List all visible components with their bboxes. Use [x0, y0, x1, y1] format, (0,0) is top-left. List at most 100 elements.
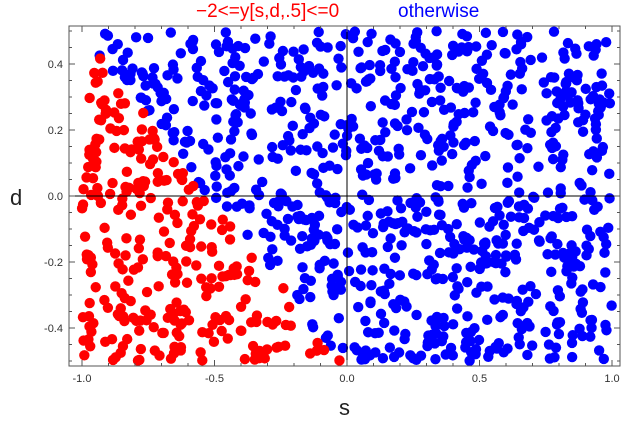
point-in-range	[240, 294, 251, 305]
point-in-range	[197, 326, 208, 338]
point-in-range	[188, 220, 200, 232]
point-otherwise	[287, 120, 298, 132]
point-otherwise	[365, 101, 377, 112]
point-in-range	[312, 337, 323, 349]
point-in-range	[235, 325, 247, 336]
point-in-range	[223, 314, 235, 326]
point-otherwise	[305, 275, 317, 287]
point-otherwise	[587, 195, 598, 206]
point-otherwise	[483, 351, 494, 363]
point-otherwise	[389, 325, 400, 336]
point-otherwise	[470, 41, 482, 52]
point-otherwise	[410, 202, 421, 213]
point-otherwise	[526, 340, 538, 351]
point-otherwise	[199, 100, 210, 111]
point-otherwise	[140, 95, 152, 106]
point-otherwise	[182, 125, 193, 137]
point-otherwise	[394, 46, 406, 58]
point-otherwise	[512, 139, 523, 151]
point-otherwise	[207, 83, 218, 94]
y-tick-label: 0.2	[48, 125, 63, 137]
point-otherwise	[557, 247, 569, 259]
point-otherwise	[253, 189, 265, 201]
point-otherwise	[211, 98, 223, 109]
point-otherwise	[443, 247, 455, 258]
point-in-range	[86, 326, 97, 337]
point-otherwise	[596, 80, 608, 91]
point-otherwise	[414, 88, 425, 99]
point-otherwise	[422, 337, 434, 348]
point-otherwise	[357, 351, 369, 362]
point-otherwise	[277, 45, 289, 57]
point-in-range	[135, 343, 147, 355]
point-otherwise	[360, 315, 371, 327]
point-in-range	[224, 234, 236, 245]
point-otherwise	[322, 232, 333, 244]
point-in-range	[217, 214, 228, 225]
point-in-range	[145, 309, 156, 320]
point-in-range	[213, 281, 225, 292]
point-in-range	[84, 149, 95, 160]
point-otherwise	[287, 201, 298, 212]
point-otherwise	[603, 222, 614, 234]
point-otherwise	[160, 93, 172, 105]
point-otherwise	[484, 221, 495, 232]
point-otherwise	[393, 143, 404, 155]
point-otherwise	[588, 50, 599, 61]
point-otherwise	[476, 260, 487, 271]
point-in-range	[90, 282, 101, 293]
y-axis-title: d	[10, 185, 23, 210]
point-otherwise	[583, 41, 595, 52]
point-otherwise	[221, 201, 233, 212]
point-otherwise	[573, 98, 584, 109]
y-tick-label: -0.4	[44, 323, 63, 335]
point-in-range	[136, 136, 148, 147]
point-otherwise	[421, 206, 432, 217]
point-otherwise	[540, 210, 551, 221]
point-otherwise	[585, 186, 596, 198]
point-in-range	[194, 214, 206, 225]
point-otherwise	[165, 27, 177, 38]
point-otherwise	[498, 219, 509, 230]
point-otherwise	[380, 44, 391, 56]
point-otherwise	[480, 27, 492, 39]
point-otherwise	[256, 176, 268, 188]
point-in-range	[122, 333, 133, 345]
point-otherwise	[431, 25, 442, 37]
point-otherwise	[187, 95, 198, 107]
point-otherwise	[311, 178, 323, 189]
point-otherwise	[422, 133, 433, 145]
point-otherwise	[566, 87, 577, 98]
point-otherwise	[514, 153, 525, 164]
point-otherwise	[343, 265, 355, 277]
point-otherwise	[548, 305, 559, 317]
point-in-range	[85, 189, 97, 201]
point-otherwise	[486, 39, 497, 51]
point-otherwise	[353, 301, 364, 313]
point-otherwise	[244, 203, 255, 214]
point-otherwise	[411, 269, 422, 281]
point-in-range	[109, 142, 120, 154]
x-tick-label: 1.0	[604, 373, 619, 385]
point-otherwise	[436, 220, 448, 231]
point-otherwise	[552, 317, 563, 328]
point-in-range	[196, 273, 207, 284]
legend-entry-red: −2<=y[s,d,.5]<=0	[196, 1, 340, 22]
point-in-range	[128, 264, 140, 275]
point-otherwise	[502, 177, 513, 189]
point-otherwise	[490, 257, 502, 269]
point-otherwise	[312, 141, 323, 152]
point-in-range	[88, 318, 99, 329]
point-otherwise	[266, 141, 278, 153]
point-otherwise	[434, 247, 446, 259]
y-tick-label: 0.4	[48, 59, 63, 71]
point-in-range	[166, 269, 178, 280]
point-in-range	[235, 301, 247, 312]
point-otherwise	[518, 225, 529, 237]
point-in-range	[195, 347, 206, 358]
point-otherwise	[304, 122, 315, 134]
point-otherwise	[213, 46, 225, 58]
point-otherwise	[228, 116, 239, 127]
point-otherwise	[516, 323, 528, 335]
